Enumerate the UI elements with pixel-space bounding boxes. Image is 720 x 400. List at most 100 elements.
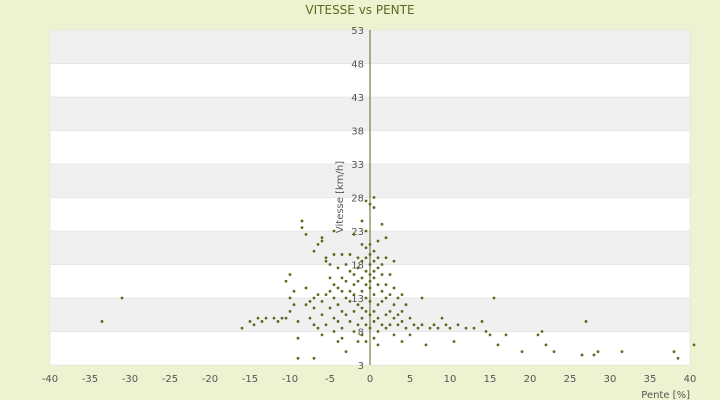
data-point	[432, 323, 436, 327]
data-point	[332, 229, 336, 233]
data-point	[332, 283, 336, 286]
data-point	[452, 340, 456, 343]
data-point	[444, 323, 448, 327]
data-point	[340, 326, 344, 330]
data-point	[400, 310, 404, 313]
data-point	[412, 323, 416, 327]
data-point	[380, 222, 384, 226]
data-point	[348, 253, 352, 256]
data-point	[364, 283, 368, 286]
data-point	[436, 326, 440, 330]
data-point	[360, 333, 364, 337]
data-point	[120, 296, 124, 300]
x-tick-label: 35	[644, 374, 657, 385]
y-tick-label: 23	[351, 227, 364, 238]
data-point	[360, 316, 364, 320]
data-point	[364, 246, 368, 250]
data-point	[388, 323, 392, 327]
data-point	[356, 256, 360, 260]
data-point	[536, 333, 540, 337]
x-tick-label: -25	[162, 374, 178, 385]
data-point	[552, 350, 556, 353]
x-tick-label: -15	[242, 374, 258, 385]
data-point	[344, 263, 348, 266]
x-tick-label: 25	[564, 374, 577, 385]
data-point	[296, 356, 300, 360]
data-point	[384, 283, 388, 286]
y-tick-label: 33	[351, 160, 364, 171]
data-point	[368, 299, 372, 303]
data-point	[372, 336, 376, 340]
data-point	[312, 306, 316, 310]
data-point	[392, 316, 396, 320]
x-tick-label: 10	[444, 374, 457, 385]
data-point	[388, 273, 392, 276]
x-tick-label: -40	[42, 374, 58, 385]
data-point	[376, 283, 380, 286]
y-tick-label: 53	[351, 26, 364, 37]
data-point	[376, 330, 380, 333]
data-point	[400, 293, 404, 297]
data-point	[100, 320, 104, 323]
data-point	[364, 323, 368, 327]
data-point	[336, 266, 340, 270]
data-point	[352, 232, 356, 236]
data-point	[416, 326, 420, 330]
data-point	[408, 333, 412, 337]
data-point	[324, 256, 328, 260]
data-point	[392, 303, 396, 307]
data-point	[396, 323, 400, 327]
data-point	[352, 330, 356, 333]
data-point	[380, 273, 384, 276]
y-tick-label: 28	[351, 194, 364, 205]
data-point	[324, 259, 328, 263]
data-point	[356, 340, 360, 343]
data-point	[388, 310, 392, 313]
data-point	[328, 289, 332, 293]
data-point	[372, 206, 376, 209]
data-point	[384, 256, 388, 260]
x-axis-label: Pente [%]	[641, 390, 690, 400]
data-point	[472, 326, 476, 330]
y-tick-label: 3	[358, 361, 364, 372]
data-point	[348, 269, 352, 273]
data-point	[356, 323, 360, 327]
data-point	[364, 310, 368, 313]
data-point	[368, 279, 372, 283]
data-point	[400, 340, 404, 343]
data-point	[396, 313, 400, 317]
data-point	[404, 303, 408, 307]
data-point	[384, 313, 388, 317]
data-point	[264, 316, 268, 320]
data-point	[360, 243, 364, 246]
data-point	[272, 316, 276, 320]
data-point	[312, 249, 316, 253]
data-point	[376, 343, 380, 347]
data-point	[360, 276, 364, 280]
x-tick-label: 15	[484, 374, 497, 385]
data-point	[344, 313, 348, 317]
x-tick-label: 0	[367, 374, 373, 385]
data-point	[356, 279, 360, 283]
data-point	[372, 276, 376, 280]
data-point	[344, 279, 348, 283]
data-point	[360, 289, 364, 293]
data-point	[364, 340, 368, 343]
data-point	[316, 326, 320, 330]
data-point	[296, 320, 300, 323]
data-point	[308, 316, 312, 320]
data-point	[392, 286, 396, 290]
data-point	[368, 273, 372, 276]
data-point	[328, 306, 332, 310]
x-tick-label: -30	[122, 374, 138, 385]
data-point	[364, 229, 368, 233]
x-tick-label: 30	[604, 374, 617, 385]
data-point	[380, 263, 384, 266]
data-point	[328, 276, 332, 280]
data-points	[100, 196, 696, 360]
x-tick-label: -10	[282, 374, 298, 385]
data-point	[304, 303, 308, 307]
data-point	[372, 310, 376, 313]
